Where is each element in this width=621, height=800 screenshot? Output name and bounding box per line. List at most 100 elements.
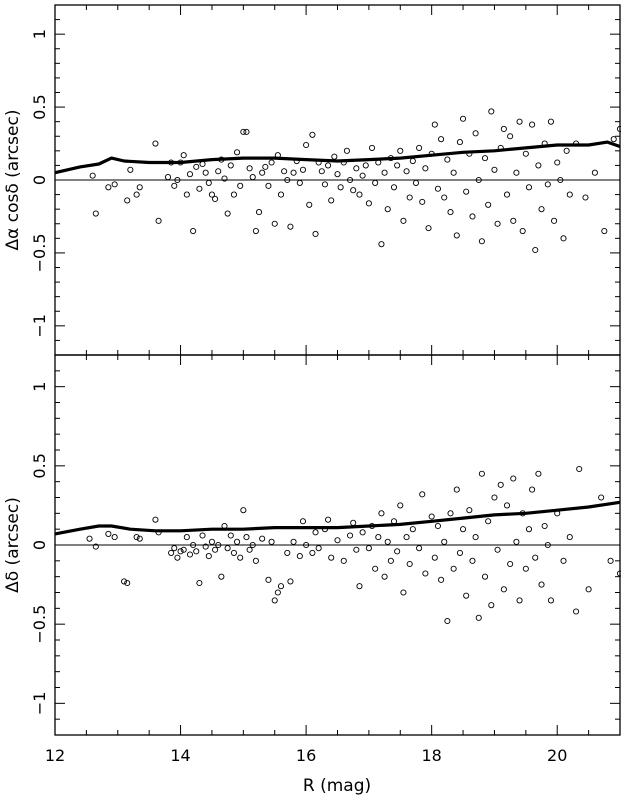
data-point [460,115,467,122]
data-point [532,246,539,254]
data-point [368,144,376,151]
data-point [453,232,460,239]
data-point [89,172,96,179]
data-point [403,534,410,541]
data-point [447,510,454,517]
data-point [133,534,140,541]
data-point [478,470,485,477]
data-point [271,220,278,227]
data-point [494,546,501,553]
data-point [331,153,338,160]
data-point [466,507,473,514]
data-point [378,510,385,517]
data-point [240,507,247,514]
data-point [472,534,479,541]
data-point [485,201,492,208]
data-point [212,195,219,203]
data-point [544,181,551,188]
data-point [525,526,533,533]
x-tick-label: 20 [547,746,567,765]
data-point [221,175,228,182]
data-point [350,187,357,194]
data-point [554,159,561,166]
data-point [315,545,322,552]
data-point [268,159,275,166]
data-point [243,534,250,541]
data-point [309,549,316,556]
data-point [340,557,347,564]
data-point [551,217,558,224]
data-point [246,165,253,172]
data-point [507,133,514,140]
data-point [265,576,272,583]
x-tick-label: 18 [421,746,441,765]
data-point [208,191,215,198]
data-point [450,169,457,176]
data-point [262,163,269,170]
top-panel: −1 −0.5 0 0.5 1 Δα cosδ (arcsec) [3,4,621,356]
data-point [121,578,128,585]
data-point [92,543,99,550]
data-point [516,597,523,604]
data-point [259,169,266,176]
data-point [136,184,143,191]
data-point [155,217,162,224]
data-point [287,223,294,230]
data-point [434,522,441,530]
data-point [234,538,241,545]
data-point [303,141,310,149]
data-point [503,191,511,198]
data-point [252,557,259,564]
data-point [525,184,533,191]
y-axis-title: Δδ (arcsec) [3,497,23,593]
data-point [124,197,131,204]
data-point [422,570,429,577]
trend-line [54,140,621,175]
data-point [538,206,545,213]
data-point [290,169,297,176]
data-point [598,494,605,501]
data-point [576,465,583,473]
data-point [174,176,181,184]
data-point [218,573,225,580]
data-point [491,494,498,501]
data-point [186,551,194,558]
y-tick-label: 0.5 [30,453,49,478]
data-point [444,156,451,163]
data-point [431,554,438,561]
data-point [563,147,570,154]
data-point [124,579,131,587]
data-point [205,179,212,186]
data-point [529,121,536,128]
y-tick-label: −1 [30,692,49,716]
data-point [190,227,197,235]
data-point [127,166,134,173]
data-point [202,543,209,550]
data-point [400,589,407,596]
data-point [507,560,514,568]
data-point [560,235,567,242]
data-point [547,597,554,604]
data-point [412,179,420,186]
x-axis-title: R (mag) [303,776,371,796]
data-point [516,118,523,125]
data-point [469,557,476,564]
data-point [475,176,482,184]
data-point [318,168,325,175]
data-point [287,578,294,585]
data-point [422,165,429,172]
data-point [416,144,423,151]
data-point [419,491,426,498]
data-point [202,169,209,176]
data-point [306,201,313,208]
data-point [450,565,457,572]
data-point [544,541,551,549]
data-point [230,549,237,556]
data-point [409,157,416,165]
data-point [224,545,231,552]
data-point [249,541,256,549]
data-point [573,608,580,615]
data-point [215,541,222,549]
data-point [252,227,259,235]
data-point [478,238,485,245]
